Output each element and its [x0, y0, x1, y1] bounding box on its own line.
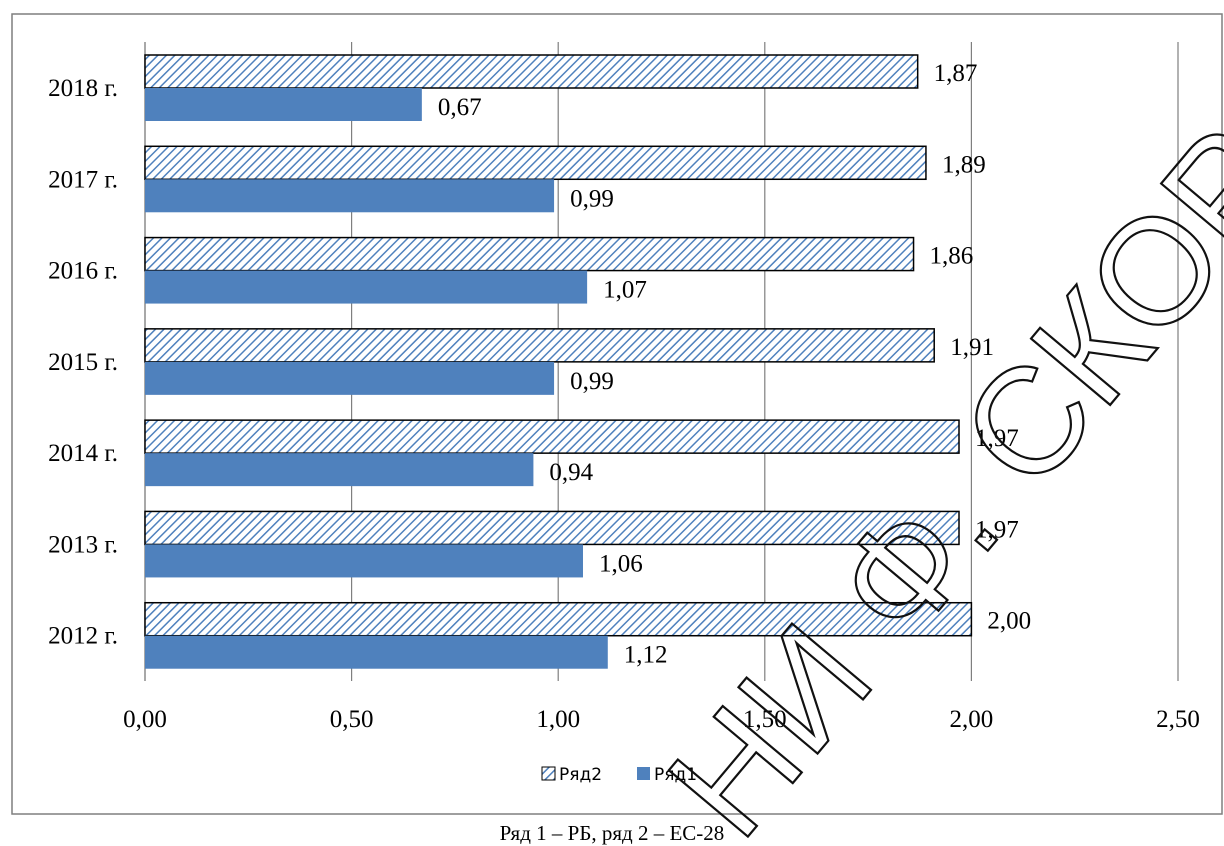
- category-label-2: 2014 г.: [48, 440, 118, 467]
- bar-ryad1-1: [145, 544, 583, 578]
- bar-ryad1-2: [145, 453, 534, 487]
- bar-ryad2-2: [144, 419, 960, 454]
- data-label-ryad2-5: 1,89: [942, 151, 986, 178]
- data-label-ryad1-3: 0,99: [570, 368, 614, 395]
- legend-swatch-0: [541, 766, 556, 781]
- category-label-5: 2017 г.: [48, 166, 118, 193]
- data-label-ryad2-2: 1,97: [975, 425, 1019, 452]
- category-labels: 2012 г. 2013 г. 2014 г. 2015 г. 2016 г. 2017 …: [48, 75, 118, 650]
- x-tick-label-5: 2,50: [1156, 706, 1200, 733]
- data-label-ryad1-2: 0,94: [549, 459, 593, 486]
- bar-ryad2-6: [144, 54, 919, 89]
- x-tick-label-2: 1,00: [536, 706, 580, 733]
- bar-ryad2-1: [144, 510, 960, 546]
- bars: 2,00 1,12 1,97 1,06 1,97 0,94 1,91 0,99 1,86 1,07…: [144, 54, 1031, 669]
- x-tick-label-4: 2,00: [950, 706, 994, 733]
- bar-ryad2-4: [144, 236, 915, 272]
- x-tick-label-0: 0,00: [123, 706, 167, 733]
- x-tick-label-3: 1,50: [743, 706, 787, 733]
- bar-ryad2-5: [144, 145, 927, 181]
- legend-label-0: Ряд2: [559, 765, 602, 785]
- data-label-ryad1-6: 0,67: [438, 94, 482, 121]
- legend: Ряд2 Ряд1: [541, 765, 697, 785]
- category-label-3: 2015 г.: [48, 349, 118, 376]
- category-label-1: 2013 г.: [48, 531, 118, 558]
- data-label-ryad2-6: 1,87: [934, 60, 978, 87]
- chart-border: [11, 13, 1223, 815]
- legend-swatch-1: [637, 767, 650, 780]
- data-label-ryad2-4: 1,86: [930, 243, 974, 270]
- bar-ryad1-0: [145, 635, 608, 669]
- data-label-ryad2-3: 1,91: [950, 334, 994, 361]
- category-label-6: 2018 г.: [48, 75, 118, 102]
- bar-ryad1-6: [145, 88, 422, 121]
- bar-ryad1-3: [145, 361, 555, 395]
- data-label-ryad1-5: 0,99: [570, 185, 614, 212]
- data-label-ryad2-1: 1,97: [975, 516, 1019, 543]
- legend-label-1: Ряд1: [654, 765, 697, 785]
- x-tick-label-1: 0,50: [330, 706, 374, 733]
- data-label-ryad1-4: 1,07: [603, 277, 647, 304]
- chart-caption: Ряд 1 – РБ, ряд 2 – ЕС-28: [500, 821, 725, 845]
- data-label-ryad1-1: 1,06: [599, 550, 643, 577]
- x-tick-labels: 0,00 0,50 1,00 1,50 2,00 2,50: [123, 706, 1200, 733]
- data-label-ryad1-0: 1,12: [624, 642, 668, 669]
- category-label-4: 2016 г.: [48, 258, 118, 285]
- bar-ryad1-4: [145, 270, 588, 304]
- category-label-0: 2012 г.: [48, 623, 118, 650]
- data-label-ryad2-0: 2,00: [987, 608, 1031, 635]
- bar-ryad2-3: [144, 328, 935, 363]
- bar-ryad1-5: [145, 179, 555, 213]
